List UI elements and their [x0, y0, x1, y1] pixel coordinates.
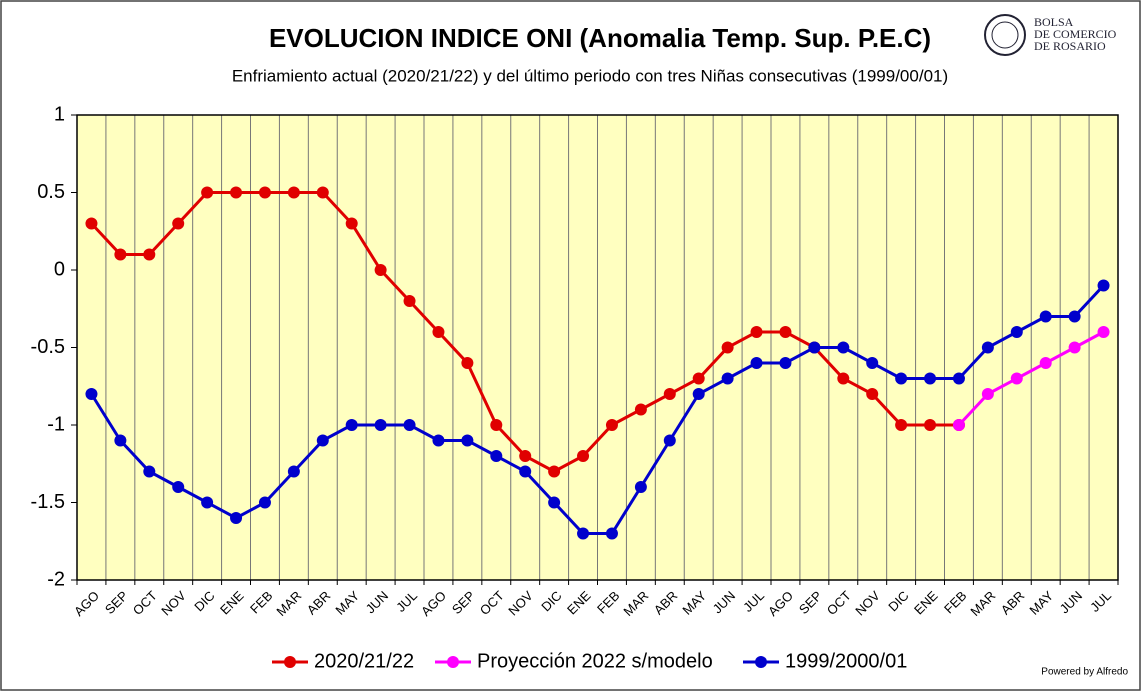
y-tick-label: 1 — [54, 103, 65, 125]
data-point — [403, 295, 416, 307]
data-point — [779, 357, 792, 369]
logo-text: BOLSA — [1034, 15, 1074, 29]
data-point — [114, 434, 127, 447]
data-point — [924, 372, 937, 385]
legend-label: 2020/21/22 — [314, 650, 414, 672]
data-point — [230, 512, 243, 524]
chart-subtitle: Enfriamiento actual (2020/21/22) y del ú… — [232, 66, 948, 85]
data-point — [490, 419, 503, 431]
data-point — [345, 419, 358, 431]
data-point — [981, 388, 994, 400]
series — [85, 279, 1110, 540]
logo-ring — [984, 14, 1026, 56]
legend-marker — [284, 656, 296, 668]
y-tick-label: -1.5 — [31, 491, 65, 513]
data-point — [952, 372, 965, 385]
data-point — [374, 419, 387, 431]
data-point — [143, 248, 156, 261]
y-tick-label: -2 — [47, 568, 65, 590]
data-point — [258, 186, 271, 199]
data-point — [287, 465, 300, 478]
logo: BOLSA DE COMERCIO DE ROSARIO — [984, 14, 1117, 56]
data-point — [1010, 372, 1023, 385]
legend-marker — [755, 656, 767, 668]
series — [952, 326, 1110, 431]
data-point — [837, 372, 850, 385]
data-point — [1097, 279, 1110, 292]
data-point — [1010, 326, 1023, 338]
data-point — [432, 326, 445, 338]
data-point — [866, 357, 879, 369]
data-point — [490, 450, 503, 462]
data-point — [837, 341, 850, 354]
data-point — [374, 264, 387, 276]
y-tick-label: -0.5 — [31, 336, 65, 358]
data-point — [721, 341, 734, 354]
data-point — [1068, 310, 1081, 323]
logo-text: DE COMERCIO — [1034, 27, 1117, 41]
logo-text: DE ROSARIO — [1034, 39, 1106, 53]
data-point — [143, 465, 156, 478]
data-point — [663, 388, 676, 400]
data-point — [634, 403, 647, 416]
data-point — [924, 419, 937, 431]
logo-ring-inner — [991, 21, 1019, 49]
data-point — [345, 217, 358, 230]
data-point — [634, 481, 647, 493]
data-point — [721, 372, 734, 385]
data-point — [85, 388, 98, 400]
data-point — [85, 217, 98, 230]
data-point — [172, 217, 185, 230]
data-point — [750, 326, 763, 338]
data-point — [461, 434, 474, 447]
data-point — [548, 496, 561, 509]
y-tick-label: 0 — [54, 258, 65, 280]
data-point — [114, 248, 127, 261]
data-point — [548, 465, 561, 478]
data-point — [316, 434, 329, 447]
legend-label: 1999/2000/01 — [785, 650, 907, 672]
data-point — [432, 434, 445, 447]
data-point — [201, 496, 214, 509]
data-point — [519, 465, 532, 478]
data-point — [258, 496, 271, 509]
y-tick-label: 0.5 — [37, 181, 65, 203]
data-point — [172, 481, 185, 493]
data-point — [750, 357, 763, 369]
data-point — [1068, 341, 1081, 354]
credit: Powered by Alfredo — [1041, 667, 1128, 678]
data-point — [895, 372, 908, 385]
data-point — [519, 450, 532, 462]
data-point — [577, 450, 590, 462]
data-point — [952, 419, 965, 431]
data-point — [287, 186, 300, 199]
data-point — [316, 186, 329, 199]
data-point — [577, 527, 590, 540]
data-point — [663, 434, 676, 447]
legend-label: Proyección 2022 s/modelo — [477, 650, 713, 672]
data-point — [981, 341, 994, 354]
data-point — [895, 419, 908, 431]
data-point — [1039, 310, 1052, 323]
data-point — [461, 357, 474, 369]
data-point — [1097, 326, 1110, 338]
legend-item: Proyección 2022 s/modelo — [435, 650, 713, 672]
data-point — [201, 186, 214, 199]
data-point — [692, 372, 705, 385]
data-point — [403, 419, 416, 431]
data-point — [605, 527, 618, 540]
data-point — [230, 186, 243, 199]
data-point — [808, 341, 821, 354]
y-tick-label: -1 — [47, 413, 65, 435]
data-point — [605, 419, 618, 431]
data-point — [692, 388, 705, 400]
legend-item: 1999/2000/01 — [743, 650, 907, 672]
legend-item: 2020/21/22 — [272, 650, 414, 672]
data-point — [866, 388, 879, 400]
data-point — [1039, 357, 1052, 369]
data-point — [779, 326, 792, 338]
chart-title: EVOLUCION INDICE ONI (Anomalia Temp. Sup… — [269, 23, 931, 53]
legend-marker — [447, 656, 459, 668]
